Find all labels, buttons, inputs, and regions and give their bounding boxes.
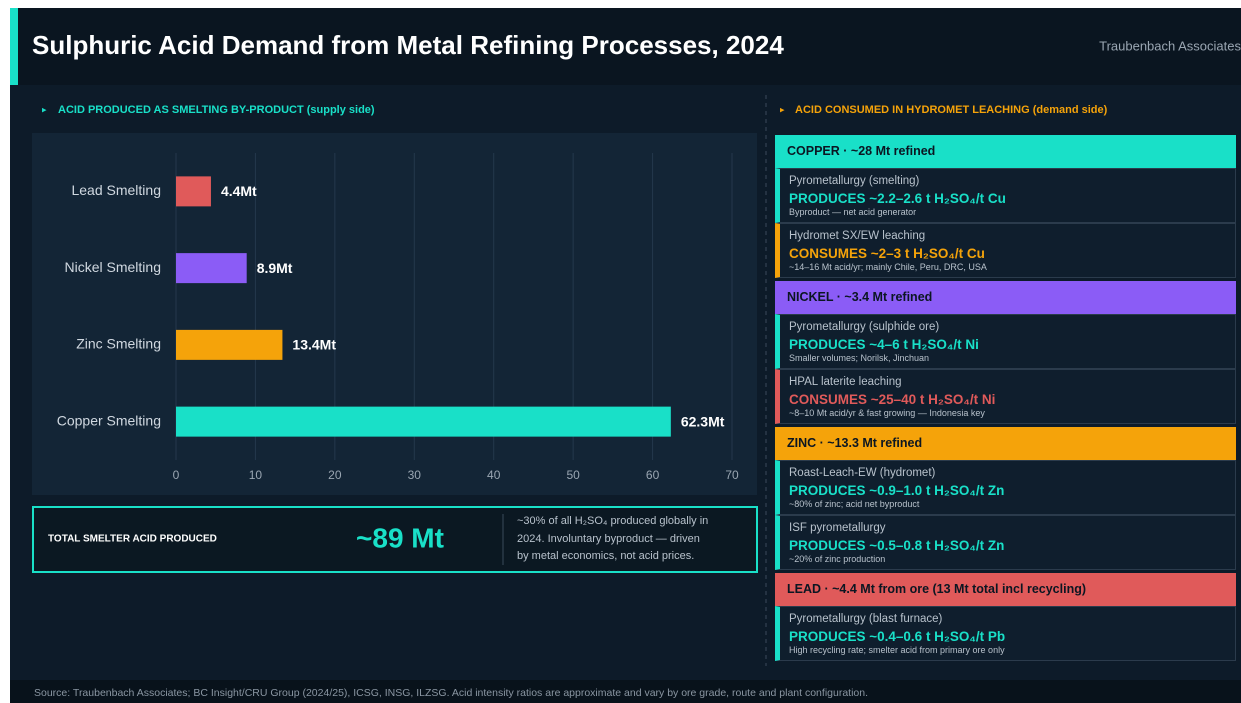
process-label: ISF pyrometallurgy xyxy=(789,522,886,534)
process-card: Hydromet SX/EW leaching CONSUMES ~2–3 t H… xyxy=(775,223,1236,278)
title: Sulphuric Acid Demand from Metal Refinin… xyxy=(32,30,784,60)
bullet: ▸ xyxy=(780,104,785,114)
process-note: High recycling rate; smelter acid from p… xyxy=(789,645,1005,655)
panel-title: ACID CONSUMED IN HYDROMET LEACHING (dema… xyxy=(795,104,1108,116)
bar xyxy=(176,329,283,360)
value-label: 13.4Mt xyxy=(292,337,336,353)
footer-bg xyxy=(10,680,1241,703)
process-headline: PRODUCES ~0.5–0.8 t H₂SO₄/t Zn xyxy=(789,538,1005,553)
process-label: HPAL laterite leaching xyxy=(789,376,902,388)
group-header: ZINC · ~13.3 Mt refined xyxy=(775,427,1236,460)
bullet: ▸ xyxy=(42,104,47,114)
summary-label: TOTAL SMELTER ACID PRODUCED xyxy=(48,534,217,545)
process-card: Pyrometallurgy (blast furnace) PRODUCES ~… xyxy=(775,606,1236,661)
category-label: Zinc Smelting xyxy=(76,336,161,352)
brand: Traubenbach Associates xyxy=(1099,38,1241,53)
group-header: COPPER · ~28 Mt refined xyxy=(775,135,1236,168)
summary-box xyxy=(32,506,758,573)
x-tick-label: 0 xyxy=(173,468,180,482)
x-tick-label: 30 xyxy=(408,468,422,482)
chart-subtitle: ACID PRODUCED AS SMELTING BY-PRODUCT (su… xyxy=(58,104,375,116)
process-headline: CONSUMES ~2–3 t H₂SO₄/t Cu xyxy=(789,246,985,261)
category-label: Copper Smelting xyxy=(57,412,161,428)
value-label: 62.3Mt xyxy=(681,413,725,429)
summary-note: ~30% of all H₂SO₄ produced globally in xyxy=(517,515,708,527)
process-label: Roast-Leach-EW (hydromet) xyxy=(789,467,936,479)
x-tick-label: 60 xyxy=(646,468,660,482)
process-headline: PRODUCES ~4–6 t H₂SO₄/t Ni xyxy=(789,337,979,352)
process-note: ~80% of zinc; acid net byproduct xyxy=(789,499,920,509)
process-note: ~8–10 Mt acid/yr & fast growing — Indone… xyxy=(789,408,985,418)
group-header: NICKEL · ~3.4 Mt refined xyxy=(775,281,1236,314)
summary-value: ~89 Mt xyxy=(356,522,444,553)
process-card: Pyrometallurgy (smelting) PRODUCES ~2.2–2… xyxy=(775,168,1236,223)
process-card: Roast-Leach-EW (hydromet) PRODUCES ~0.9–1… xyxy=(775,460,1236,515)
value-label: 8.9Mt xyxy=(257,260,293,276)
bar xyxy=(176,176,211,207)
process-card: ISF pyrometallurgy PRODUCES ~0.5–0.8 t H₂… xyxy=(775,515,1236,570)
process-note: Byproduct — net acid generator xyxy=(789,207,917,217)
panel: COPPER · ~28 Mt refined Pyrometallurgy (s… xyxy=(775,135,1236,661)
title-accent xyxy=(10,8,18,85)
category-label: Nickel Smelting xyxy=(65,259,161,275)
chart: 0 10 20 30 40 50 60 70 Lead Smelting 4.4Mt Nickel … xyxy=(57,153,739,482)
x-tick-label: 50 xyxy=(566,468,580,482)
value-label: 4.4Mt xyxy=(221,183,257,199)
process-note: Smaller volumes; Norilsk, Jinchuan xyxy=(789,353,930,363)
x-tick-label: 10 xyxy=(249,468,263,482)
x-tick-label: 40 xyxy=(487,468,501,482)
bar xyxy=(176,253,247,284)
process-headline: PRODUCES ~2.2–2.6 t H₂SO₄/t Cu xyxy=(789,191,1006,206)
summary-note: 2024. Involuntary byproduct — driven xyxy=(517,533,700,545)
process-headline: PRODUCES ~0.4–0.6 t H₂SO₄/t Pb xyxy=(789,629,1006,644)
process-note: ~14–16 Mt acid/yr; mainly Chile, Peru, D… xyxy=(789,262,987,272)
source: Source: Traubenbach Associates; BC Insig… xyxy=(34,687,868,699)
process-label: Hydromet SX/EW leaching xyxy=(789,230,926,242)
summary-note: by metal economics, not acid prices. xyxy=(517,550,694,562)
category-label: Lead Smelting xyxy=(71,182,161,198)
group-header: LEAD · ~4.4 Mt from ore (13 Mt total inc… xyxy=(775,573,1236,606)
process-label: Pyrometallurgy (sulphide ore) xyxy=(789,321,940,333)
process-headline: CONSUMES ~25–40 t H₂SO₄/t Ni xyxy=(789,392,996,407)
process-label: Pyrometallurgy (blast furnace) xyxy=(789,613,943,625)
process-note: ~20% of zinc production xyxy=(789,554,886,564)
process-headline: PRODUCES ~0.9–1.0 t H₂SO₄/t Zn xyxy=(789,483,1005,498)
bar xyxy=(176,406,671,437)
process-label: Pyrometallurgy (smelting) xyxy=(789,175,920,187)
x-tick-label: 70 xyxy=(725,468,739,482)
process-card: HPAL laterite leaching CONSUMES ~25–40 t … xyxy=(775,369,1236,424)
title-bar xyxy=(10,8,1241,85)
process-card: Pyrometallurgy (sulphide ore) PRODUCES ~4… xyxy=(775,314,1236,369)
x-tick-label: 20 xyxy=(328,468,342,482)
